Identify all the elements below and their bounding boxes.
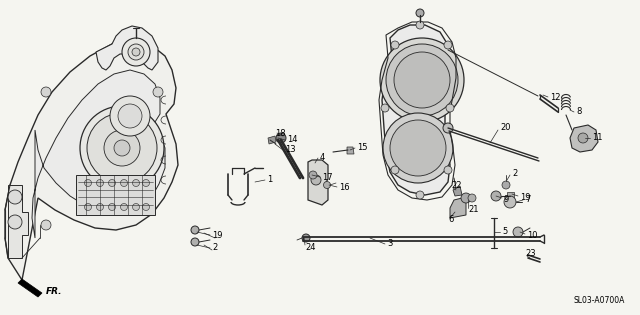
Text: 2: 2 <box>512 169 517 177</box>
Circle shape <box>41 220 51 230</box>
Circle shape <box>110 96 150 136</box>
Text: 21: 21 <box>468 205 479 215</box>
Circle shape <box>444 166 452 174</box>
Text: 8: 8 <box>576 107 581 117</box>
Circle shape <box>97 203 104 210</box>
Circle shape <box>87 113 157 183</box>
Circle shape <box>191 226 199 234</box>
Text: 4: 4 <box>320 153 325 163</box>
Text: 9: 9 <box>504 196 509 204</box>
Circle shape <box>386 44 458 116</box>
Polygon shape <box>347 147 354 154</box>
Circle shape <box>513 227 523 237</box>
Text: 1: 1 <box>267 175 272 185</box>
Circle shape <box>416 21 424 29</box>
Circle shape <box>504 196 516 208</box>
Text: 5: 5 <box>502 227 508 237</box>
Text: 7: 7 <box>525 196 531 204</box>
Polygon shape <box>8 185 28 258</box>
Polygon shape <box>453 186 462 196</box>
Text: 2: 2 <box>212 243 217 253</box>
Circle shape <box>128 44 144 60</box>
Circle shape <box>132 48 140 56</box>
Polygon shape <box>450 198 466 218</box>
Polygon shape <box>382 25 452 195</box>
Circle shape <box>491 191 501 201</box>
Text: 16: 16 <box>339 182 349 192</box>
Circle shape <box>97 180 104 186</box>
Text: 13: 13 <box>285 146 296 154</box>
Circle shape <box>8 190 22 204</box>
Circle shape <box>380 38 464 122</box>
Circle shape <box>391 41 399 49</box>
Circle shape <box>309 171 317 179</box>
Text: SL03-A0700A: SL03-A0700A <box>573 296 625 305</box>
Circle shape <box>381 104 389 112</box>
Circle shape <box>80 106 164 190</box>
Circle shape <box>391 166 399 174</box>
Circle shape <box>578 133 588 143</box>
Text: 19: 19 <box>212 231 223 239</box>
Circle shape <box>120 180 127 186</box>
Circle shape <box>153 87 163 97</box>
Circle shape <box>41 87 51 97</box>
Circle shape <box>8 215 22 229</box>
Polygon shape <box>32 70 165 238</box>
Text: FR.: FR. <box>46 287 63 295</box>
Circle shape <box>468 194 476 202</box>
Circle shape <box>122 38 150 66</box>
Polygon shape <box>76 175 155 215</box>
Circle shape <box>109 180 115 186</box>
Circle shape <box>143 203 150 210</box>
Circle shape <box>191 238 199 246</box>
Polygon shape <box>268 136 276 144</box>
Polygon shape <box>507 192 514 198</box>
Circle shape <box>120 203 127 210</box>
Circle shape <box>104 130 140 166</box>
Circle shape <box>444 41 452 49</box>
Polygon shape <box>96 26 158 70</box>
Circle shape <box>132 203 140 210</box>
Text: 18: 18 <box>275 129 285 138</box>
Circle shape <box>109 203 115 210</box>
Polygon shape <box>308 160 328 205</box>
Circle shape <box>84 180 92 186</box>
Text: 6: 6 <box>448 215 453 225</box>
Text: 24: 24 <box>305 243 316 253</box>
Text: 3: 3 <box>387 239 392 249</box>
Circle shape <box>132 180 140 186</box>
Circle shape <box>394 52 450 108</box>
Text: 20: 20 <box>500 123 511 133</box>
Text: 19: 19 <box>520 193 531 203</box>
Polygon shape <box>5 38 178 280</box>
Circle shape <box>84 203 92 210</box>
Text: 15: 15 <box>357 144 367 152</box>
Circle shape <box>323 181 330 188</box>
Circle shape <box>461 193 471 203</box>
Circle shape <box>302 234 310 242</box>
Circle shape <box>416 9 424 17</box>
Circle shape <box>118 104 142 128</box>
Circle shape <box>416 191 424 199</box>
Polygon shape <box>570 125 598 152</box>
Text: 14: 14 <box>287 135 298 145</box>
Text: 22: 22 <box>451 181 461 191</box>
Circle shape <box>311 175 321 185</box>
Text: 17: 17 <box>322 173 333 181</box>
Text: 12: 12 <box>550 93 561 101</box>
Polygon shape <box>18 279 42 297</box>
Circle shape <box>443 123 453 133</box>
Text: 23: 23 <box>525 249 536 259</box>
Circle shape <box>276 133 286 143</box>
Circle shape <box>114 140 130 156</box>
Circle shape <box>390 120 446 176</box>
Text: 11: 11 <box>592 134 602 142</box>
Circle shape <box>383 113 453 183</box>
Circle shape <box>502 181 510 189</box>
Circle shape <box>143 180 150 186</box>
Text: 10: 10 <box>527 232 538 240</box>
Circle shape <box>446 104 454 112</box>
